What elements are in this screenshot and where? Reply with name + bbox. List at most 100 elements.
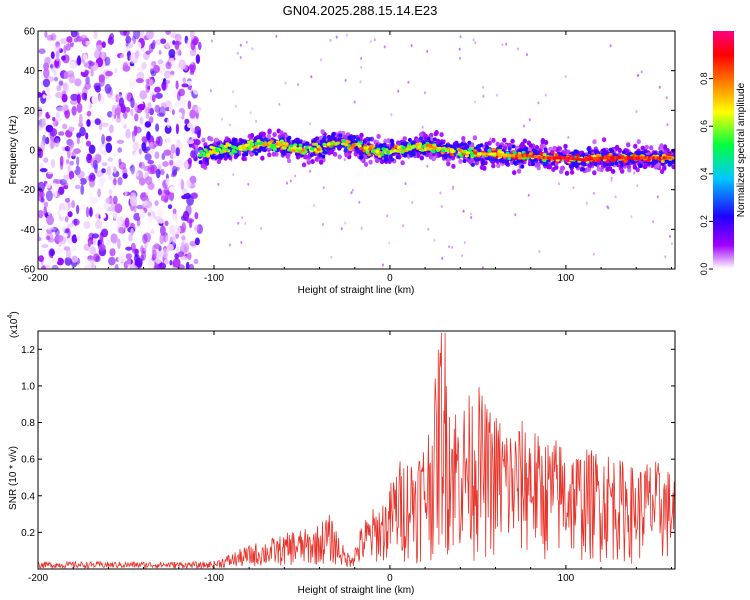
noise-speckle — [585, 201, 588, 205]
noise-blob — [55, 248, 63, 254]
noise-speckle — [360, 65, 363, 69]
ridge-blob — [405, 147, 410, 151]
ridge-blob — [644, 144, 649, 150]
noise-blob — [101, 134, 105, 145]
ridge-blob — [520, 164, 525, 169]
ridge-blob — [279, 139, 284, 143]
ridge-blob — [459, 154, 464, 158]
noise-blob — [165, 234, 173, 245]
noise-blob — [170, 144, 176, 154]
noise-blob — [195, 54, 201, 64]
noise-blob — [117, 238, 121, 250]
ridge-blob — [267, 141, 272, 145]
noise-blob — [145, 82, 151, 93]
noise-blob — [182, 77, 186, 84]
ridge-blob — [593, 162, 598, 167]
ridge-blob — [279, 130, 284, 136]
noise-blob — [172, 165, 178, 175]
noise-blob — [59, 178, 67, 186]
noise-blob — [169, 113, 177, 123]
ridge-blob — [258, 135, 263, 139]
noise-blob — [92, 236, 97, 245]
noise-speckle — [461, 254, 464, 258]
ridge-blob — [596, 159, 601, 163]
noise-blob — [76, 31, 80, 38]
noise-blob — [159, 234, 165, 245]
noise-blob — [153, 231, 159, 242]
ridge-blob — [512, 160, 517, 165]
noise-blob — [119, 31, 128, 36]
ridge-blob — [611, 169, 616, 174]
ridge-blob — [608, 152, 613, 156]
noise-blob — [129, 53, 137, 64]
x-tick-label: 100 — [558, 573, 575, 584]
noise-blob — [48, 106, 57, 117]
noise-blob — [182, 188, 188, 195]
noise-speckle — [606, 205, 609, 209]
ridge-blob — [303, 154, 308, 160]
ridge-blob — [338, 144, 343, 149]
noise-blob — [134, 50, 140, 59]
noise-blob — [118, 226, 125, 234]
noise-blob — [38, 255, 44, 262]
noise-speckle — [496, 93, 498, 97]
noise-blob — [101, 162, 108, 167]
noise-blob — [52, 83, 57, 92]
ridge-blob — [601, 137, 607, 143]
noise-blob — [41, 244, 49, 249]
ridge-peak — [553, 156, 557, 160]
colorbar: 0.0 0.2 0.4 0.6 0.8 Normalized spectral ampl… — [699, 31, 747, 275]
ridge-blob — [655, 162, 661, 168]
ridge-blob — [491, 147, 496, 151]
ridge-blob — [271, 151, 277, 157]
noise-blob — [160, 189, 169, 200]
noise-speckle — [482, 94, 485, 98]
noise-blob — [95, 213, 100, 218]
noise-blob — [101, 41, 106, 48]
ridge-blob — [214, 155, 219, 160]
ridge-blob — [285, 154, 290, 159]
ridge-blob — [368, 159, 373, 165]
noise-blob — [64, 109, 70, 119]
noise-blob — [103, 202, 109, 211]
noise-blob — [54, 179, 63, 185]
noise-blob — [175, 217, 179, 225]
noise-blob — [138, 209, 145, 219]
noise-blob — [61, 55, 66, 61]
ridge-blob — [550, 151, 555, 155]
noise-blob — [87, 240, 92, 247]
noise-blob — [113, 166, 117, 174]
ridge-blob — [309, 153, 314, 157]
ridge-blob — [240, 139, 245, 143]
noise-blob — [193, 139, 201, 146]
noise-blob — [55, 85, 62, 91]
noise-blob — [106, 45, 111, 54]
ridge-blob — [493, 157, 498, 162]
ridge-blob — [519, 144, 524, 150]
noise-speckle — [345, 33, 348, 37]
ridge-blob — [301, 162, 307, 168]
noise-blob — [118, 158, 122, 165]
noise-blob — [105, 196, 114, 205]
noise-speckle — [228, 243, 231, 247]
ridge-blob — [390, 142, 395, 147]
noise-speckle — [451, 245, 454, 249]
noise-blob — [139, 161, 145, 169]
ridge-blob — [451, 163, 456, 169]
ridge-blob — [432, 137, 437, 142]
noise-speckle — [343, 158, 346, 162]
x-tick-label: 0 — [387, 273, 393, 284]
noise-blob — [78, 113, 83, 125]
noise-blob — [175, 123, 179, 135]
noise-speckle — [350, 191, 353, 195]
ridge-blob — [286, 137, 291, 142]
ridge-blob — [586, 147, 591, 151]
noise-blob — [71, 200, 76, 209]
noise-blob — [70, 246, 78, 251]
ridge-blob — [322, 135, 327, 140]
noise-blob — [91, 108, 96, 117]
ridge-blob — [335, 141, 339, 146]
noise-blob — [133, 31, 141, 40]
noise-blob — [89, 207, 93, 217]
ridge-blob — [320, 129, 325, 135]
